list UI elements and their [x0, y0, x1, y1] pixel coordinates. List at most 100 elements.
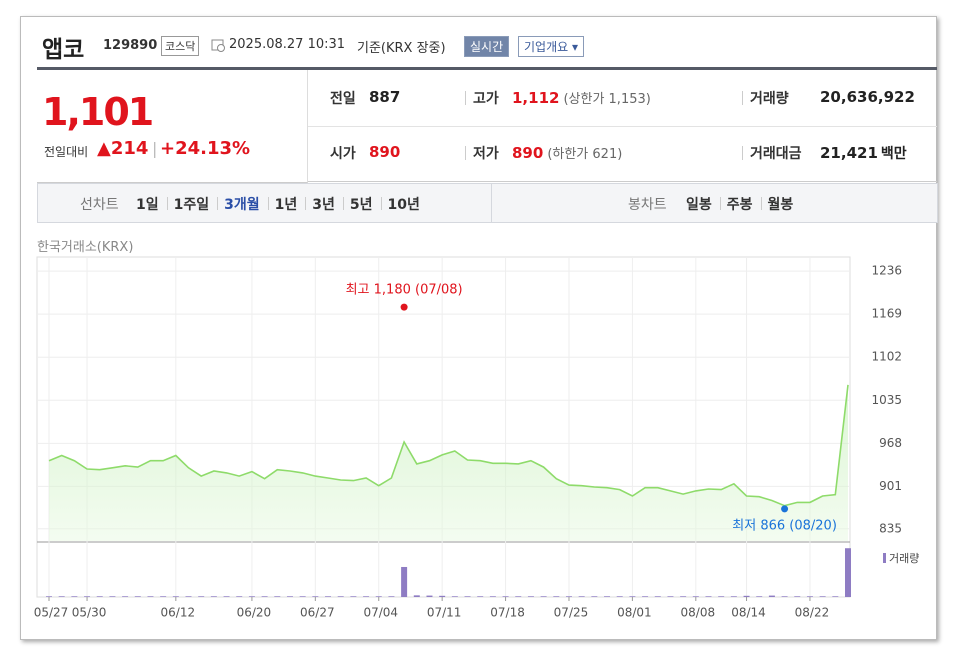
x-tick-label: 05/27: [34, 606, 69, 620]
stat-label: 고가: [473, 91, 499, 107]
price-box: [37, 70, 308, 183]
volume-bar: [350, 596, 357, 597]
volume-bar: [667, 596, 674, 597]
stat-value: 21,421: [820, 144, 878, 162]
volume-bar: [781, 596, 788, 597]
plot-border: [36, 256, 851, 598]
volume-bar: [223, 596, 230, 597]
stat-label: 저가: [473, 146, 499, 162]
tab[interactable]: 1일: [136, 197, 159, 213]
market-badge: 코스닥: [161, 36, 200, 56]
tab[interactable]: 3년: [312, 197, 335, 213]
volume-bar: [122, 596, 129, 597]
volume-bar: [819, 596, 826, 597]
extreme-label: 최고 1,180 (07/08): [346, 283, 463, 298]
tab[interactable]: 1년: [274, 197, 298, 213]
tab-separator: [342, 197, 344, 210]
tab-separator: [760, 197, 762, 210]
volume-bar: [299, 596, 306, 597]
volume-bar: [654, 596, 661, 597]
x-tick-label: 06/20: [237, 606, 272, 620]
stat-unit: 백만: [880, 146, 907, 162]
change-label: 전일대비: [44, 145, 89, 159]
volume-bar: [743, 595, 750, 597]
x-tick-label: 08/14: [731, 606, 766, 620]
tab-bar: [37, 183, 938, 223]
stat-divider: [465, 91, 466, 105]
tab[interactable]: 월봉: [767, 197, 794, 213]
volume-bar: [58, 596, 65, 597]
x-tick-label: 08/01: [617, 606, 652, 620]
volume-bar: [375, 596, 382, 597]
volume-bar: [413, 595, 420, 597]
tab[interactable]: 10년: [387, 197, 420, 213]
volume-bar: [172, 596, 179, 597]
volume-bar: [147, 596, 154, 597]
price-line: [48, 384, 849, 507]
volume-bar: [337, 596, 344, 597]
company-button[interactable]: 기업개요 ▾: [518, 36, 585, 57]
volume-bar: [502, 596, 509, 597]
volume-bar: [388, 596, 395, 597]
tab[interactable]: 일봉: [686, 197, 712, 213]
volume-bar: [515, 596, 522, 597]
volume-bar: [46, 596, 52, 597]
volume-bar: [363, 596, 370, 597]
volume-bar: [680, 596, 687, 597]
tab[interactable]: 1주일: [173, 197, 210, 213]
stat-label: 거래량: [750, 91, 789, 107]
frame: [20, 16, 937, 640]
stat-value-group: 21,421 백만: [820, 143, 907, 163]
volume-bar: [286, 596, 293, 597]
volume-bar: [806, 596, 813, 597]
volume-bar: [578, 596, 585, 597]
separator: |: [152, 139, 158, 158]
volume-bar: [629, 596, 636, 597]
extreme-marker: [400, 303, 408, 311]
volume-bar: [464, 596, 471, 597]
volume-bar: [96, 596, 103, 597]
y-tick-label: 968: [879, 436, 902, 450]
header-rule: [37, 67, 937, 70]
volume-bar: [718, 596, 725, 597]
tab-separator: [267, 197, 269, 210]
y-tick-label: 1236: [871, 264, 902, 278]
volume-bar: [642, 596, 649, 597]
volume-bar: [426, 595, 433, 597]
tab[interactable]: 3개월: [224, 197, 260, 213]
x-tick-label: 07/18: [490, 606, 525, 620]
x-tick-label: 08/22: [795, 606, 830, 620]
y-tick-label: 1102: [871, 350, 902, 364]
x-tick-label: 08/08: [681, 606, 716, 620]
basis: 기준(KRX 장중): [357, 41, 446, 56]
tab-separator: [719, 197, 721, 210]
stat-value-group: 20,636,922: [820, 88, 915, 106]
tab[interactable]: 주봉: [726, 197, 753, 213]
row-divider: [308, 126, 937, 127]
volume-bar: [198, 596, 205, 597]
stat-note: (하한가 621): [547, 147, 623, 162]
legend-swatch: [883, 553, 886, 563]
volume-bar: [705, 596, 712, 597]
stat-value: 890: [512, 144, 544, 162]
y-tick-label: 901: [879, 479, 902, 493]
volume-bar: [439, 595, 446, 597]
tab[interactable]: 5년: [349, 197, 373, 213]
legend-label: 거래량: [889, 552, 919, 565]
volume-bar: [591, 596, 598, 597]
volume-bar: [109, 596, 116, 597]
source: 한국거래소(KRX): [37, 240, 134, 255]
extreme-label: 최저 866 (08/20): [732, 518, 837, 533]
volume-bar: [160, 596, 167, 597]
volume-bar: [274, 596, 281, 597]
volume-bar: [312, 596, 319, 597]
stat-value: 1,112: [512, 89, 560, 107]
x-tick-label: 07/25: [554, 606, 589, 620]
volume-bar: [756, 596, 763, 597]
realtime-button[interactable]: 실시간: [464, 36, 510, 57]
volume-bar: [451, 596, 458, 597]
x-tick-label: 07/11: [427, 606, 462, 620]
line-chart-label: 선차트: [80, 197, 119, 213]
volume-bar: [794, 596, 801, 597]
y-tick-label: 835: [879, 521, 902, 535]
